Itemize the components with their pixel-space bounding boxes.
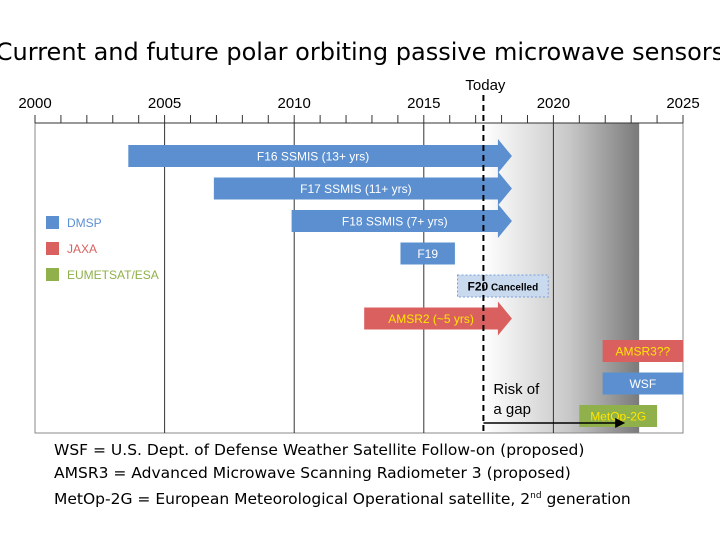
x-tick-label: 2010: [278, 95, 311, 112]
bar-f19: F19: [400, 242, 455, 265]
bar-rect: [456, 274, 549, 298]
legend-swatch: [46, 268, 59, 281]
sensor-timeline-chart: Current and future polar orbiting passiv…: [0, 38, 720, 434]
bar-f18: F18 SSMIS (7+ yrs): [291, 204, 512, 238]
bar-label: F20 Cancelled: [467, 280, 538, 294]
x-tick-label: 2020: [537, 95, 570, 112]
risk-arrow-head: [615, 418, 626, 428]
bar-arrow: [291, 204, 512, 238]
footnote-amsr3: AMSR3 = Advanced Microwave Scanning Radi…: [54, 464, 571, 482]
bar-label: F16 SSMIS (13+ yrs): [257, 150, 369, 164]
legend-label: EUMETSAT/ESA: [67, 268, 159, 282]
x-tick-label: 2000: [18, 95, 51, 112]
bar-label: AMSR3??: [615, 345, 670, 359]
bar-rect: [602, 340, 683, 362]
today-label: Today: [465, 77, 506, 94]
bar-f16: F16 SSMIS (13+ yrs): [128, 139, 512, 173]
footnote-metop: MetOp-2G = European Meteorological Opera…: [54, 490, 631, 509]
x-tick-label: 2015: [407, 95, 440, 112]
bar-f20: F20 Cancelled: [456, 274, 549, 298]
bar-f17: F17 SSMIS (11+ yrs): [213, 171, 512, 206]
bar-label: WSF: [629, 377, 656, 391]
bar-rect: [400, 242, 455, 265]
footnotes: WSF = U.S. Dept. of Defense Weather Sate…: [54, 439, 631, 511]
footnote-wsf: WSF = U.S. Dept. of Defense Weather Sate…: [54, 441, 585, 459]
legend-swatch: [46, 216, 59, 229]
legend-swatch: [46, 242, 59, 255]
bar-label: F17 SSMIS (11+ yrs): [300, 182, 411, 196]
x-tick-label: 2005: [148, 95, 181, 112]
bar-rect: [579, 405, 658, 427]
bar-metop-2g: MetOp-2G: [579, 405, 658, 427]
bar-amsr3??: AMSR3??: [602, 340, 683, 362]
bar-arrow: [128, 139, 512, 173]
bar-rect: [602, 372, 683, 395]
bar-arrow: [364, 301, 512, 336]
bar-label: F19: [417, 247, 438, 261]
bar-label: F18 SSMIS (7+ yrs): [342, 215, 448, 229]
x-tick-label: 2025: [666, 95, 699, 112]
bar-wsf: WSF: [602, 372, 683, 395]
bar-arrow: [213, 171, 512, 206]
bar-label: MetOp-2G: [590, 410, 646, 424]
bar-label: AMSR2 (~5 yrs): [388, 312, 474, 326]
risk-label-line1: Risk of: [493, 381, 540, 398]
bar-amsr2: AMSR2 (~5 yrs): [364, 301, 512, 336]
legend-label: DMSP: [67, 216, 102, 230]
risk-label-line2: a gap: [493, 401, 531, 418]
legend-label: JAXA: [67, 242, 97, 256]
chart-title: Current and future polar orbiting passiv…: [0, 38, 720, 66]
